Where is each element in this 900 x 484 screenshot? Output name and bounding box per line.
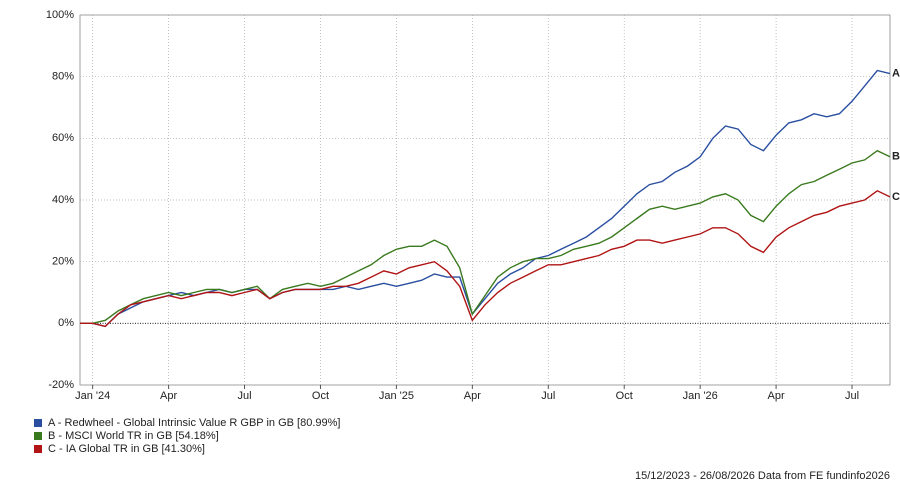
x-tick-label: Oct bbox=[616, 390, 633, 402]
series-line bbox=[80, 149, 891, 324]
x-tick-label: Oct bbox=[312, 390, 329, 402]
y-tick-label: 20% bbox=[52, 256, 74, 268]
series-line bbox=[80, 189, 891, 328]
x-tick-label: Apr bbox=[464, 390, 481, 402]
legend-swatch bbox=[34, 432, 42, 440]
series-line bbox=[80, 69, 891, 328]
y-tick-label: 100% bbox=[46, 9, 74, 21]
x-tick-label: Jul bbox=[845, 390, 859, 402]
y-tick-label: 0% bbox=[58, 317, 74, 329]
series-end-label: B bbox=[892, 151, 900, 163]
x-tick-label: Jul bbox=[238, 390, 252, 402]
legend-label: C - IA Global TR in GB [41.30%] bbox=[48, 443, 205, 455]
y-tick-label: 40% bbox=[52, 194, 74, 206]
legend-label: B - MSCI World TR in GB [54.18%] bbox=[48, 430, 219, 442]
legend-label: A - Redwheel - Global Intrinsic Value R … bbox=[48, 417, 340, 429]
x-tick-label: Jul bbox=[541, 390, 555, 402]
legend-swatch bbox=[34, 419, 42, 427]
legend-swatch bbox=[34, 445, 42, 453]
x-tick-label: Jan '24 bbox=[75, 390, 110, 402]
footer: 15/12/2023 - 26/08/2026 Data from FE fun… bbox=[635, 470, 890, 482]
x-tick-label: Jan '26 bbox=[683, 390, 718, 402]
x-tick-label: Apr bbox=[160, 390, 177, 402]
y-tick-label: 80% bbox=[52, 71, 74, 83]
x-tick-label: Apr bbox=[768, 390, 785, 402]
series-end-label: A bbox=[892, 67, 900, 79]
x-tick-label: Jan '25 bbox=[379, 390, 414, 402]
y-tick-label: -20% bbox=[48, 379, 74, 391]
series-end-label: C bbox=[892, 191, 900, 203]
y-tick-label: 60% bbox=[52, 132, 74, 144]
